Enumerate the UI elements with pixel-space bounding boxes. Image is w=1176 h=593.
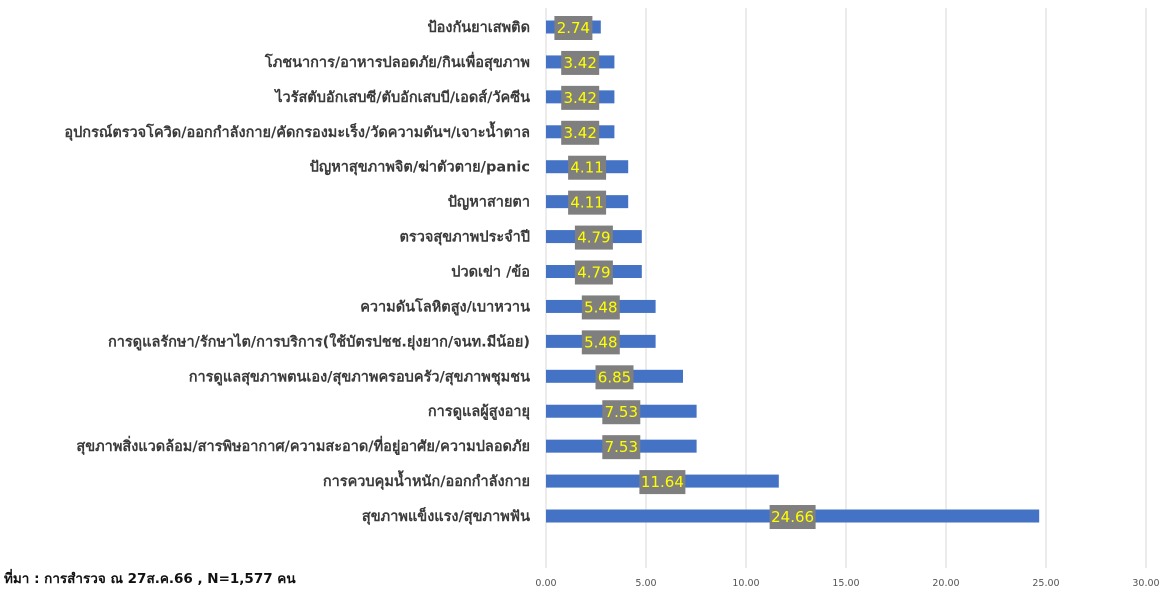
category-label: ความดันโลหิตสูง/เบาหวาน [360,297,530,315]
data-label: 7.53 [605,403,638,421]
data-label: 2.74 [557,19,590,37]
data-label-box [568,155,607,180]
category-label: การดูแลรักษา/รักษาไต/การบริการ(ใช้บัตรปช… [108,332,530,350]
data-label: 4.11 [570,159,603,177]
data-label: 3.42 [563,54,596,72]
data-label: 5.48 [584,333,617,351]
data-label: 6.85 [598,368,631,386]
x-tick-label: 10.00 [732,578,759,589]
data-label-box [602,400,641,425]
category-label: การดูแลผู้สูงอายุ [428,403,530,420]
data-label: 3.42 [563,124,596,142]
category-label: การดูแลสุขภาพตนเอง/สุขภาพครอบครัว/สุขภาพ… [189,369,530,385]
category-label: ปัญหาสายตา [448,195,530,211]
data-label: 11.64 [641,473,684,491]
data-label: 7.53 [605,438,638,456]
data-label-box [574,225,613,250]
data-label-box [561,50,600,75]
data-labels: 2.74 3.42 3.42 3.42 4.11 4.11 4.79 4.79 5.48 5.48… [554,16,816,530]
data-label-box [602,435,641,460]
data-label-box [561,120,600,145]
x-axis-tick-labels: 0.00 5.00 10.00 15.00 20.00 25.00 30.00 [535,578,1159,589]
x-tick-label: 25.00 [1032,578,1059,589]
category-label: ปวดเข่า /ข้อ [451,264,530,281]
x-tick-label: 0.00 [535,578,556,589]
data-label-box [554,16,593,40]
data-label-box [561,85,600,110]
data-label-box [595,365,634,390]
category-label: ป้องกันยาเสพติด [427,19,530,36]
x-tick-label: 5.00 [635,578,656,589]
category-label: สุขภาพแข็งแรง/สุขภาพฟัน [362,506,530,525]
x-tick-label: 20.00 [932,578,959,589]
data-label: 4.11 [570,194,603,212]
data-label: 5.48 [584,298,617,316]
category-label: ตรวจสุขภาพประจำปี [400,229,531,246]
category-label: โภชนาการ/อาหารปลอดภัย/กินเพื่อสุขภาพ [264,51,530,71]
data-label-box [769,505,816,530]
data-label-box [639,470,686,495]
data-label-box [568,190,607,215]
data-label: 24.66 [771,508,814,526]
data-label: 4.79 [577,229,610,247]
category-label: อุปกรณ์ตรวจโควิด/ออกกำลังกาย/คัดกรองมะเร… [64,121,530,141]
data-label: 3.42 [563,89,596,107]
category-label: ปัญหาสุขภาพจิต/ฆ่าตัวตาย/panic [310,159,530,176]
x-tick-label: 15.00 [832,578,859,589]
data-label-box [581,295,620,320]
grid-lines [545,8,1147,568]
category-label: สุขภาพสิ่งแวดล้อม/สารพิษอากาศ/ความสะอาด/… [76,435,530,455]
category-label: การควบคุมน้ำหนัก/ออกกำลังกาย [323,470,530,490]
data-label: 4.79 [577,264,610,282]
x-tick-label: 30.00 [1132,578,1159,589]
category-labels: ป้องกันยาเสพติดโภชนาการ/อาหารปลอดภัย/กิน… [64,19,530,525]
source-note: ที่มา : การสำรวจ ณ 27ส.ค.66 , N=1,577 คน [4,571,296,587]
data-label-box [581,330,620,355]
category-label: ไวรัสตับอักเสบซี/ตับอักเสบบี/เอดส์/วัคซี… [273,88,530,106]
data-label-box [574,260,613,285]
